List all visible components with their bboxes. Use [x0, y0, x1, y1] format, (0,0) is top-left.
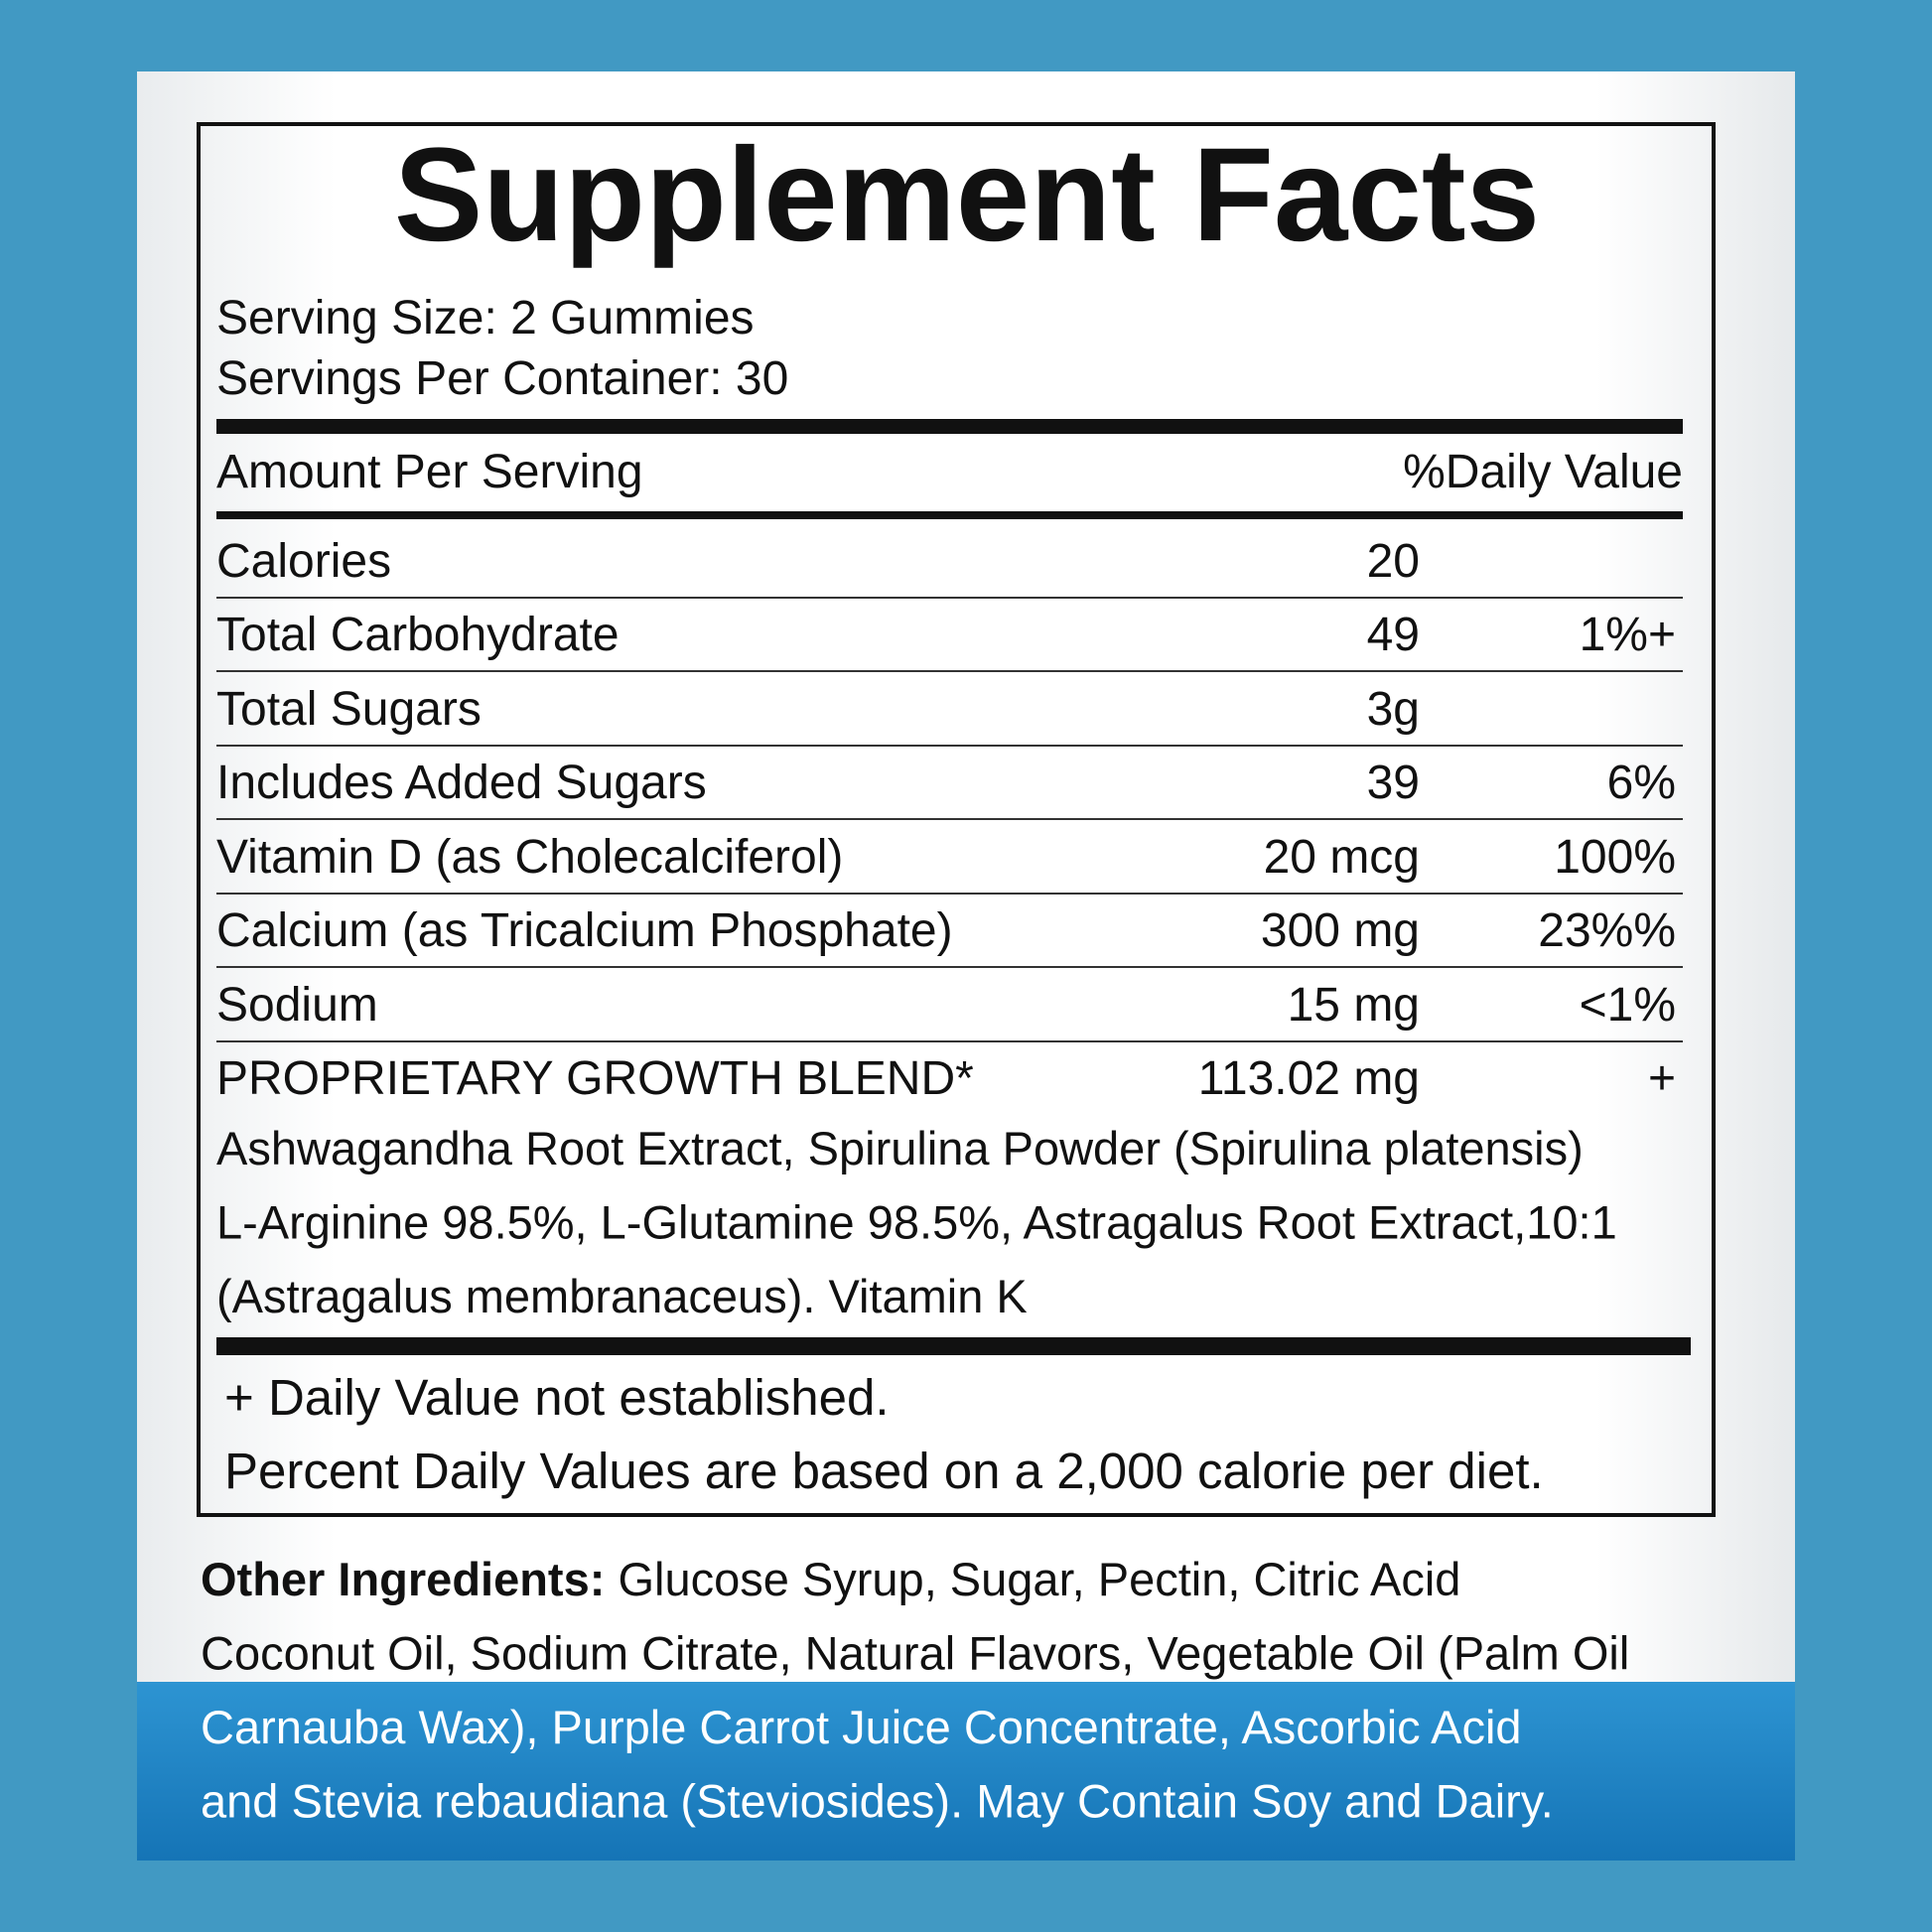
ingredient-text: Glucose Syrup, Sugar, Pectin, Citric Aci… [618, 1553, 1460, 1605]
nutrient-amount: 39 [1367, 757, 1420, 809]
nutrient-name: Calcium (as Tricalcium Phosphate) [216, 904, 953, 957]
nutrient-name: Calories [216, 535, 391, 588]
column-header: Amount Per Serving [216, 446, 643, 498]
ingredient-text: and Stevia rebaudiana (Steviosides). May… [201, 1775, 1554, 1828]
blend-line: Ashwagandha Root Extract, Spirulina Powd… [216, 1122, 1584, 1174]
medium-rule [216, 511, 1683, 519]
thick-rule [216, 1337, 1691, 1355]
nutrient-amount: 49 [1367, 609, 1420, 661]
daily-value: 1%+ [1580, 609, 1676, 661]
blend-line: (Astragalus membranaceus). Vitamin K [216, 1270, 1028, 1322]
blend-line: L-Arginine 98.5%, L-Glutamine 98.5%, Ast… [216, 1196, 1617, 1249]
servings-per-container: Servings Per Container: 30 [216, 352, 788, 405]
ingredients-label: Other Ingredients: [201, 1553, 605, 1605]
column-header: %Daily Value [1403, 446, 1683, 498]
ingredient-text: Carnauba Wax), Purple Carrot Juice Conce… [201, 1701, 1522, 1753]
ingredient-line: Other Ingredients: Glucose Syrup, Sugar,… [201, 1553, 1460, 1605]
blue-band [137, 1682, 1795, 1861]
facts-box [197, 122, 1716, 1517]
nutrient-amount: 3g [1367, 683, 1420, 736]
nutrient-amount: 113.02 mg [1198, 1052, 1420, 1105]
daily-value: <1% [1580, 979, 1676, 1032]
serving-size: Serving Size: 2 Gummies [216, 292, 755, 345]
title: Supplement Facts [394, 121, 1540, 269]
ingredient-line: and Stevia rebaudiana (Steviosides). May… [201, 1775, 1554, 1828]
daily-value: 100% [1554, 831, 1676, 884]
nutrient-name: PROPRIETARY GROWTH BLEND* [216, 1052, 974, 1105]
daily-value: 23%% [1538, 904, 1676, 957]
nutrient-name: Total Sugars [216, 683, 482, 736]
daily-value: 6% [1607, 757, 1676, 809]
nutrient-amount: 20 mcg [1264, 831, 1420, 884]
nutrient-name: Includes Added Sugars [216, 757, 707, 809]
nutrient-amount: 15 mg [1288, 979, 1420, 1032]
footnote: + Daily Value not established. [224, 1369, 890, 1426]
nutrient-amount: 300 mg [1261, 904, 1420, 957]
ingredient-line: Carnauba Wax), Purple Carrot Juice Conce… [201, 1701, 1522, 1753]
thick-rule [216, 419, 1683, 434]
daily-value: + [1648, 1052, 1676, 1105]
nutrient-name: Total Carbohydrate [216, 609, 620, 661]
nutrient-amount: 20 [1367, 535, 1420, 588]
nutrient-name: Sodium [216, 979, 378, 1032]
ingredient-text: Coconut Oil, Sodium Citrate, Natural Fla… [201, 1627, 1629, 1680]
footnote: Percent Daily Values are based on a 2,00… [224, 1443, 1544, 1499]
nutrient-name: Vitamin D (as Cholecalciferol) [216, 831, 843, 884]
ingredient-line: Coconut Oil, Sodium Citrate, Natural Fla… [201, 1627, 1629, 1680]
